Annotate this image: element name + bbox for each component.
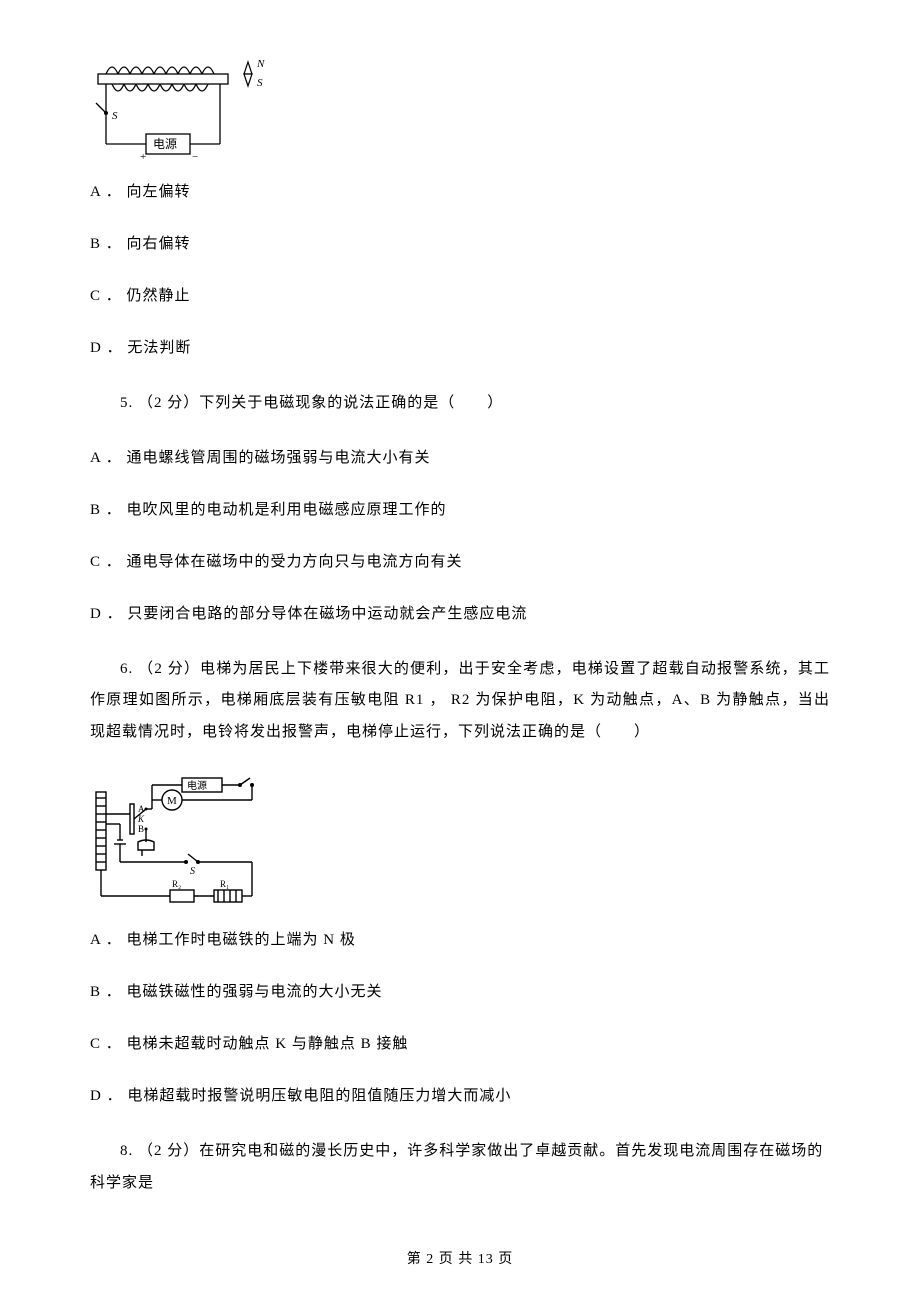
q4-circuit-figure: S 电源 + − N S	[90, 56, 270, 156]
svg-text:R₁: R₁	[220, 879, 229, 889]
q6-option-d: D ． 电梯超载时报警说明压敏电阻的阻值随压力增大而减小	[90, 1084, 830, 1108]
switch-s-label: S	[112, 110, 118, 122]
plus-label: +	[140, 151, 146, 161]
q6-circuit-figure: 电源 M	[90, 774, 260, 904]
power-label: 电源	[153, 137, 177, 151]
svg-text:S: S	[190, 866, 195, 877]
q5-stem: 5. （2 分）下列关于电磁现象的说法正确的是（ ）	[90, 388, 830, 420]
q5-option-a: A ． 通电螺线管周围的磁场强弱与电流大小有关	[90, 446, 830, 470]
svg-text:R₂: R₂	[172, 879, 181, 889]
q5-option-d: D ． 只要闭合电路的部分导体在磁场中运动就会产生感应电流	[90, 602, 830, 626]
q6-stem: 6. （2 分）电梯为居民上下楼带来很大的便利，出于安全考虑，电梯设置了超载自动…	[90, 654, 830, 749]
q6-option-a: A ． 电梯工作时电磁铁的上端为 N 极	[90, 928, 830, 952]
q4-option-a: A ． 向左偏转	[90, 180, 830, 204]
q5-option-b: B ． 电吹风里的电动机是利用电磁感应原理工作的	[90, 498, 830, 522]
q4-option-c: C ． 仍然静止	[90, 284, 830, 308]
q4-option-b: B ． 向右偏转	[90, 232, 830, 256]
q6-option-b: B ． 电磁铁磁性的强弱与电流的大小无关	[90, 980, 830, 1004]
needle-s: S	[257, 77, 263, 89]
q6-option-c: C ． 电梯未超载时动触点 K 与静触点 B 接触	[90, 1032, 830, 1056]
page-footer: 第 2 页 共 13 页	[0, 1248, 920, 1268]
q6-power-label: 电源	[187, 779, 207, 792]
needle-n: N	[256, 58, 265, 70]
q6-motor-label: M	[167, 795, 177, 807]
q4-option-d: D ． 无法判断	[90, 336, 830, 360]
svg-text:B: B	[138, 824, 144, 834]
q8-stem: 8. （2 分）在研究电和磁的漫长历史中，许多科学家做出了卓越贡献。首先发现电流…	[90, 1136, 830, 1199]
q5-option-c: C ． 通电导体在磁场中的受力方向只与电流方向有关	[90, 550, 830, 574]
minus-label: −	[192, 151, 198, 161]
